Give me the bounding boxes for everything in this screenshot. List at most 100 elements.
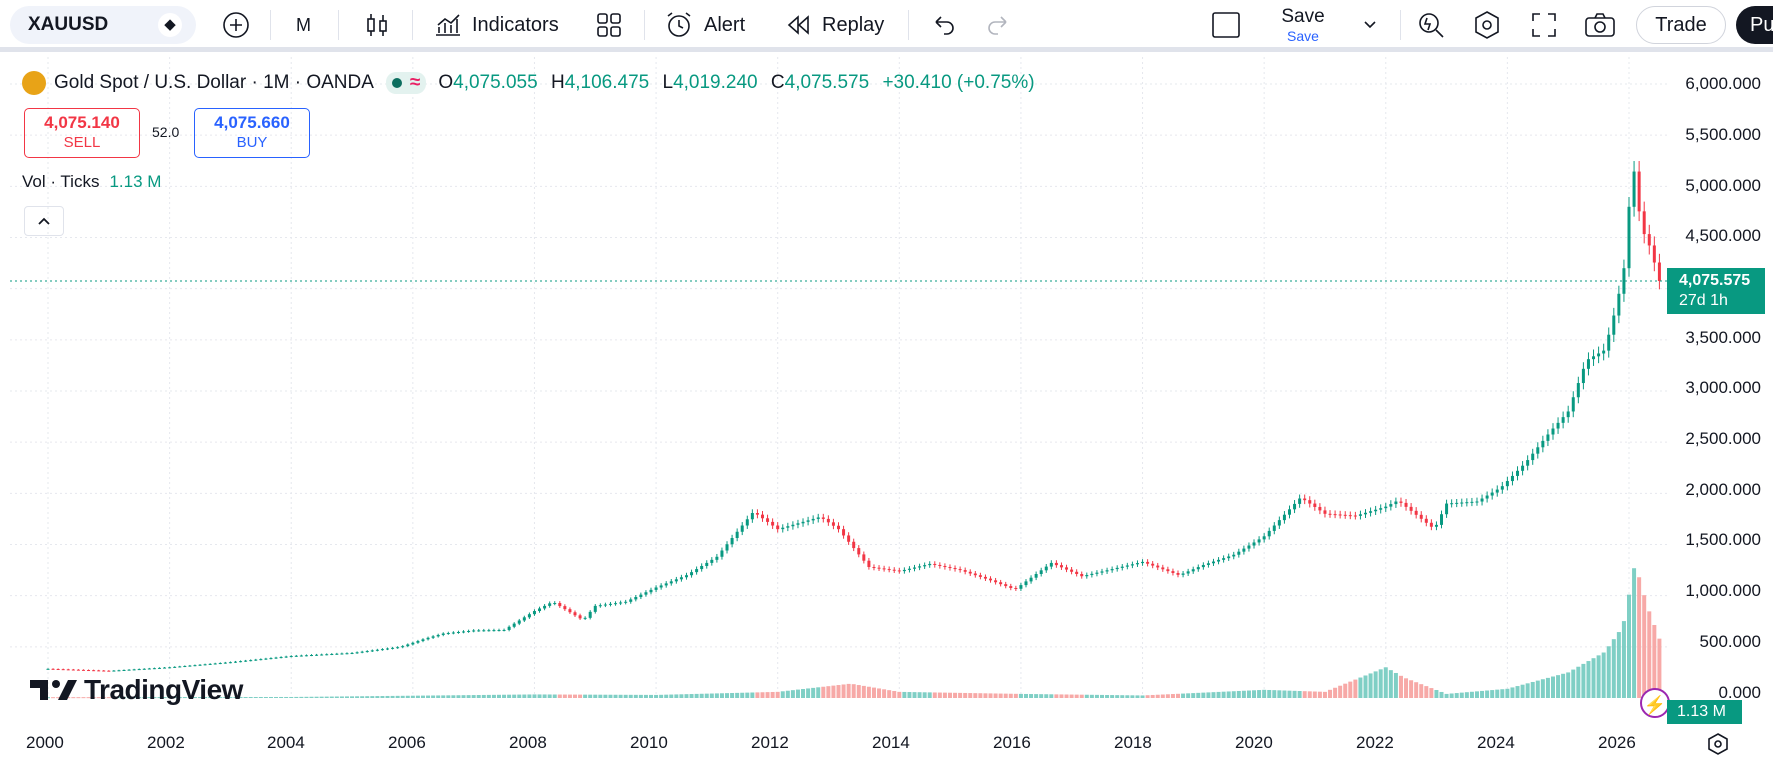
candle-body xyxy=(892,569,896,571)
volume-bar xyxy=(1449,693,1454,698)
volume-bar xyxy=(284,696,289,698)
collapse-legend-button[interactable] xyxy=(24,206,64,236)
candle-body xyxy=(1465,502,1469,504)
divider xyxy=(1400,10,1401,40)
fullscreen-icon[interactable] xyxy=(1530,0,1558,50)
volume-bar xyxy=(1586,661,1591,698)
settings-icon[interactable] xyxy=(1706,732,1730,761)
divider xyxy=(270,10,271,40)
sell-button[interactable]: 4,075.140 SELL xyxy=(24,108,140,158)
candle-body xyxy=(1581,368,1585,384)
price-tick: 2,500.000 xyxy=(1685,429,1761,448)
candle-body xyxy=(690,572,694,576)
volume-bar xyxy=(1545,677,1550,698)
candle-body xyxy=(654,587,658,590)
volume-bar xyxy=(1216,691,1221,698)
candle-body xyxy=(1647,234,1651,246)
volume-bar xyxy=(314,696,319,698)
settings-icon[interactable] xyxy=(1472,0,1502,50)
candle-body xyxy=(335,653,339,655)
volume-bar xyxy=(1520,684,1525,698)
candle-body xyxy=(1176,572,1180,575)
volume-bar xyxy=(1373,671,1378,698)
add-symbol-icon[interactable] xyxy=(222,0,250,50)
candle-body xyxy=(1333,514,1337,516)
interval-button[interactable]: M xyxy=(296,14,311,35)
candle-body xyxy=(608,603,612,605)
diamond-icon[interactable]: ◆ xyxy=(158,13,182,37)
alert-button[interactable]: Alert xyxy=(664,0,745,50)
top-toolbar: XAUUSD ◆ M Indicators Alert Replay Save … xyxy=(0,0,1773,52)
candle-body xyxy=(1521,465,1525,471)
replay-button[interactable]: Replay xyxy=(786,0,884,50)
volume-bar xyxy=(132,697,137,699)
candle-body xyxy=(1348,515,1352,517)
candle-body xyxy=(1637,171,1641,212)
redo-icon[interactable] xyxy=(986,0,1012,50)
publish-button[interactable]: Pu xyxy=(1736,6,1773,44)
volume-bar xyxy=(1404,678,1409,698)
undo-icon[interactable] xyxy=(930,0,956,50)
candle-body xyxy=(715,556,719,560)
candle-body xyxy=(847,535,851,542)
candle-body xyxy=(122,669,126,671)
candle-body xyxy=(958,569,962,571)
layout-icon[interactable] xyxy=(596,0,622,50)
candle-body xyxy=(127,669,131,671)
candle-body xyxy=(700,565,704,570)
volume-label[interactable]: Vol · Ticks xyxy=(22,172,100,191)
sell-price: 4,075.140 xyxy=(44,113,120,132)
layout-square-icon[interactable] xyxy=(1211,0,1241,50)
candle-body xyxy=(1059,565,1063,568)
candle-body xyxy=(1262,536,1266,540)
price-tick: 5,000.000 xyxy=(1685,176,1761,195)
trade-button[interactable]: Trade xyxy=(1636,6,1726,44)
save-button[interactable]: Save Save xyxy=(1280,6,1326,46)
camera-icon[interactable] xyxy=(1584,0,1616,50)
candle-body xyxy=(1404,502,1408,507)
time-tick: 2004 xyxy=(267,733,305,752)
candle-body xyxy=(1617,293,1621,316)
symbol-search[interactable]: XAUUSD ◆ xyxy=(10,6,196,44)
candle-body xyxy=(1156,565,1160,568)
candle-body xyxy=(634,597,638,600)
volume-bar xyxy=(1013,693,1018,698)
candle-body xyxy=(811,518,815,521)
candle-body xyxy=(598,605,602,607)
price-chart[interactable] xyxy=(0,57,1773,761)
candle-body xyxy=(502,629,506,631)
time-tick: 2008 xyxy=(509,733,547,752)
candle-body xyxy=(527,614,531,618)
volume-bar xyxy=(684,694,689,698)
candle-body xyxy=(1374,509,1378,512)
volume-bar xyxy=(71,697,76,699)
symbol-title[interactable]: Gold Spot / U.S. Dollar · 1M · OANDA xyxy=(54,72,374,93)
volume-bar xyxy=(907,692,912,698)
volume-bar xyxy=(689,694,694,698)
volume-bar xyxy=(208,697,213,699)
volume-bar xyxy=(745,692,750,698)
candle-body xyxy=(1009,586,1013,588)
market-status[interactable]: ≈ xyxy=(385,72,427,94)
volume-bar xyxy=(942,692,947,698)
volume-bar xyxy=(1571,669,1576,698)
buy-button[interactable]: 4,075.660 BUY xyxy=(194,108,310,158)
candle-body xyxy=(81,669,85,671)
volume-bar xyxy=(1419,684,1424,698)
volume-bar xyxy=(1606,646,1611,698)
volume-bar xyxy=(177,697,182,699)
candle-body xyxy=(375,649,379,651)
tradingview-logo[interactable]: TradingView xyxy=(28,674,243,706)
volume-bar xyxy=(547,694,552,698)
chevron-down-icon[interactable] xyxy=(1362,0,1378,50)
candle-body xyxy=(877,567,881,569)
candle-body xyxy=(1272,525,1276,531)
volume-bar xyxy=(1317,691,1322,698)
lightning-icon[interactable]: ⚡ xyxy=(1640,688,1670,718)
time-tick: 2002 xyxy=(147,733,185,752)
candles-icon[interactable] xyxy=(364,0,390,50)
indicators-button[interactable]: Indicators xyxy=(434,0,559,50)
volume-bar xyxy=(871,687,876,698)
candle-body xyxy=(239,661,243,663)
quick-search-icon[interactable] xyxy=(1416,0,1446,50)
